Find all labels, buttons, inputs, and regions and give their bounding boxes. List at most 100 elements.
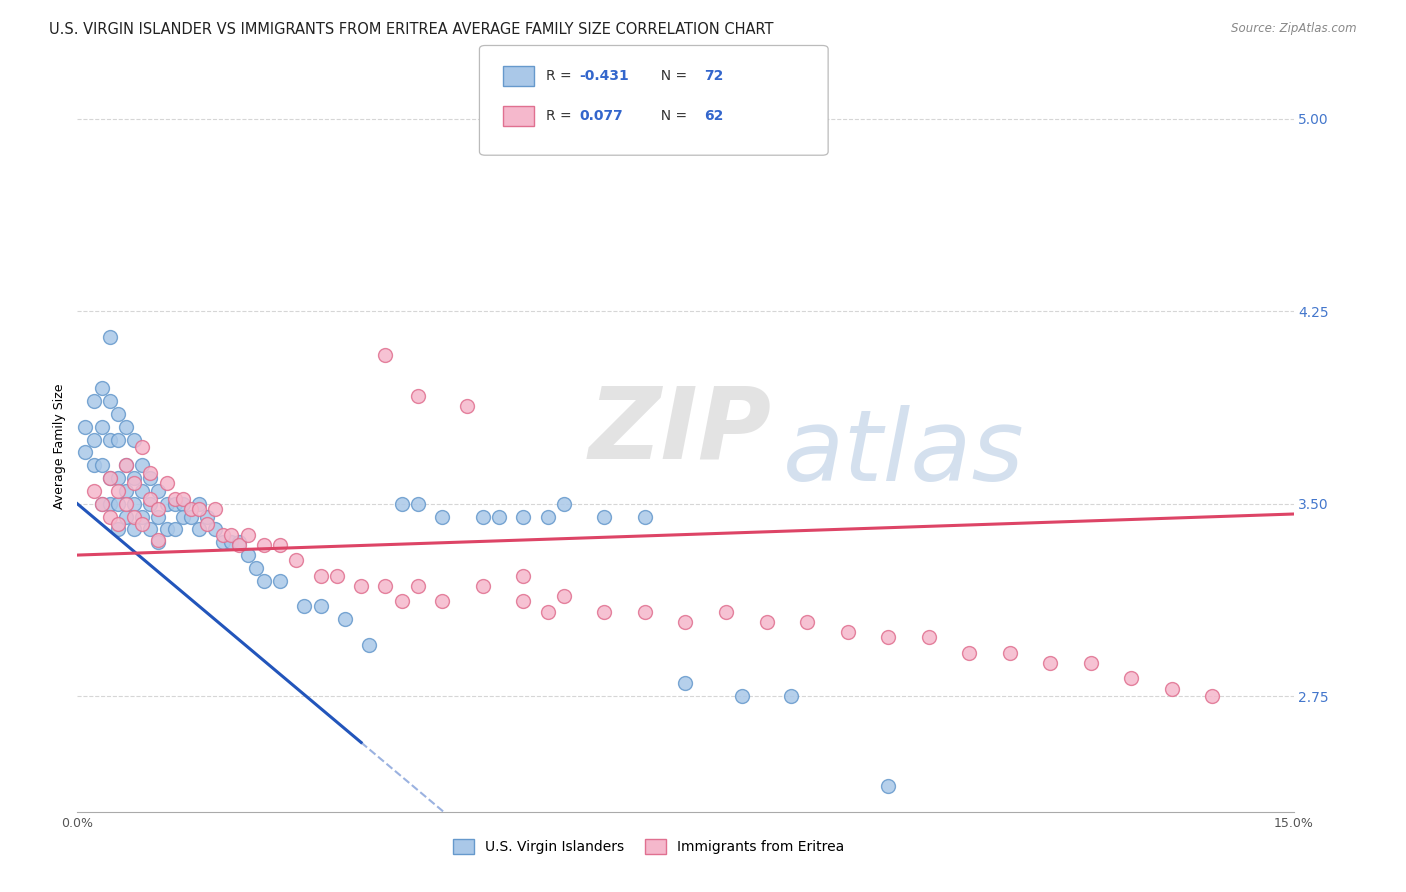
- Point: [90, 419, 112, 434]
- Point: [188, 497, 211, 511]
- Point: [918, 630, 941, 644]
- Point: [221, 535, 243, 549]
- Y-axis label: Average Family Size: Average Family Size: [53, 384, 66, 508]
- Text: N =: N =: [652, 109, 692, 123]
- Point: [253, 538, 276, 552]
- Point: [139, 471, 162, 485]
- Text: atlas: atlas: [783, 405, 1025, 502]
- Point: [122, 523, 145, 537]
- Point: [172, 509, 194, 524]
- Point: [122, 471, 145, 485]
- Point: [172, 497, 194, 511]
- Point: [488, 509, 510, 524]
- Point: [1201, 690, 1223, 704]
- Point: [236, 527, 259, 541]
- Point: [675, 615, 697, 629]
- Point: [512, 568, 534, 582]
- Point: [131, 483, 153, 498]
- Point: [139, 523, 162, 537]
- Point: [122, 433, 145, 447]
- Point: [107, 433, 129, 447]
- Point: [350, 579, 373, 593]
- Point: [98, 330, 121, 344]
- Text: -0.431: -0.431: [579, 69, 628, 83]
- Point: [83, 483, 105, 498]
- Point: [456, 399, 478, 413]
- Text: Source: ZipAtlas.com: Source: ZipAtlas.com: [1232, 22, 1357, 36]
- Point: [148, 483, 170, 498]
- Point: [180, 509, 202, 524]
- Point: [512, 509, 534, 524]
- Point: [172, 491, 194, 506]
- Point: [115, 483, 138, 498]
- Point: [755, 615, 778, 629]
- Point: [131, 517, 153, 532]
- Point: [1121, 671, 1143, 685]
- Point: [195, 517, 218, 532]
- Point: [115, 419, 138, 434]
- Point: [163, 491, 186, 506]
- Point: [675, 676, 697, 690]
- Point: [83, 458, 105, 473]
- Point: [292, 599, 315, 614]
- Point: [309, 599, 332, 614]
- Point: [204, 501, 226, 516]
- Point: [553, 589, 575, 603]
- Point: [593, 605, 616, 619]
- Point: [107, 407, 129, 421]
- Text: 0.077: 0.077: [579, 109, 623, 123]
- Point: [107, 471, 129, 485]
- Point: [115, 497, 138, 511]
- Point: [90, 497, 112, 511]
- Point: [75, 445, 97, 459]
- Point: [1161, 681, 1184, 696]
- Point: [430, 509, 453, 524]
- Point: [90, 381, 112, 395]
- Point: [212, 535, 235, 549]
- Point: [148, 533, 170, 547]
- Point: [634, 509, 657, 524]
- Point: [253, 574, 276, 588]
- Point: [430, 594, 453, 608]
- Point: [285, 553, 308, 567]
- Point: [148, 535, 170, 549]
- Text: R =: R =: [546, 69, 575, 83]
- Point: [536, 605, 558, 619]
- Point: [228, 535, 250, 549]
- Point: [107, 517, 129, 532]
- Point: [877, 779, 900, 793]
- Point: [877, 630, 900, 644]
- Point: [471, 509, 494, 524]
- Point: [115, 458, 138, 473]
- Point: [406, 389, 429, 403]
- Point: [731, 690, 754, 704]
- Text: 62: 62: [704, 109, 724, 123]
- Point: [779, 690, 801, 704]
- Point: [553, 497, 575, 511]
- Point: [180, 501, 202, 516]
- Point: [593, 509, 616, 524]
- Point: [714, 605, 737, 619]
- Point: [163, 523, 186, 537]
- Point: [75, 419, 97, 434]
- Text: ZIP: ZIP: [588, 383, 770, 480]
- Point: [212, 527, 235, 541]
- Point: [957, 646, 980, 660]
- Point: [90, 497, 112, 511]
- Point: [333, 612, 356, 626]
- Point: [391, 594, 413, 608]
- Point: [98, 509, 121, 524]
- Point: [107, 497, 129, 511]
- Point: [837, 625, 859, 640]
- Text: N =: N =: [652, 69, 692, 83]
- Point: [326, 568, 349, 582]
- Point: [391, 497, 413, 511]
- Point: [155, 476, 177, 491]
- Point: [131, 509, 153, 524]
- Point: [90, 458, 112, 473]
- Point: [122, 509, 145, 524]
- Point: [98, 394, 121, 409]
- Point: [188, 523, 211, 537]
- Point: [163, 497, 186, 511]
- Point: [139, 466, 162, 480]
